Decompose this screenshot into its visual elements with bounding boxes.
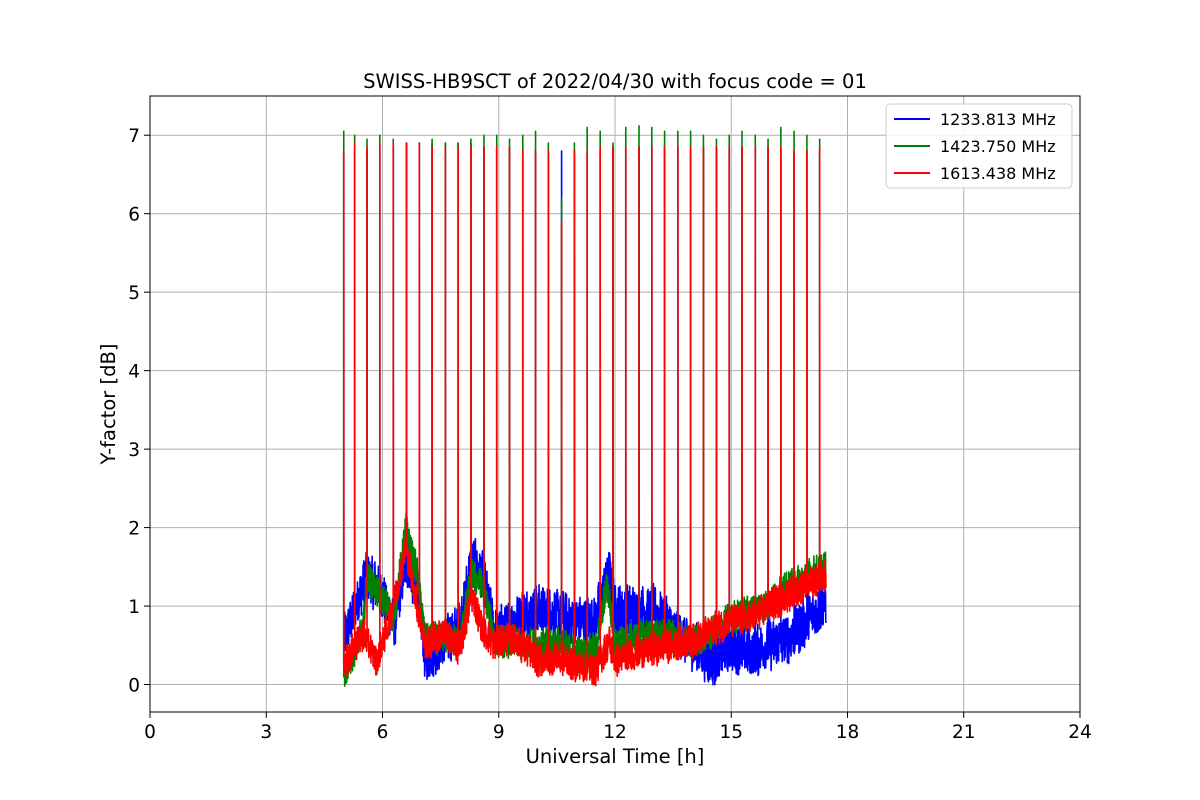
y-tick-label: 0 <box>128 676 140 697</box>
y-tick-label: 4 <box>128 362 140 383</box>
legend-box <box>885 103 1073 189</box>
x-tick-label: 9 <box>493 722 505 743</box>
x-tick-label: 24 <box>1068 722 1092 743</box>
x-axis-title: Universal Time [h] <box>526 745 705 768</box>
y-tick-label: 5 <box>128 283 140 304</box>
series-line <box>342 142 827 687</box>
x-tick-label: 12 <box>603 722 627 743</box>
chart-title: SWISS-HB9SCT of 2022/04/30 with focus co… <box>363 70 867 93</box>
legend-label: 1613.438 MHz <box>940 164 1056 183</box>
series-traces <box>342 125 827 687</box>
y-tick-label: 3 <box>128 440 140 461</box>
x-tick-label: 3 <box>260 722 272 743</box>
y-tick-label: 7 <box>128 126 140 147</box>
legend: 1233.813 MHz 1423.750 MHz 1613.438 MHz <box>885 103 1073 189</box>
x-tick-label: 21 <box>952 722 976 743</box>
y-tick-label: 2 <box>128 519 140 540</box>
legend-label: 1233.813 MHz <box>940 110 1056 129</box>
series-line <box>342 142 827 686</box>
x-tick-label: 18 <box>836 722 860 743</box>
x-tick-label: 6 <box>377 722 389 743</box>
x-tick-label: 15 <box>719 722 743 743</box>
y-axis-title: Y-factor [dB] <box>97 344 120 466</box>
y-tick-label: 6 <box>128 205 140 226</box>
y-tick-label: 1 <box>128 597 140 618</box>
legend-label: 1423.750 MHz <box>940 137 1056 156</box>
x-tick-label: 0 <box>144 722 156 743</box>
